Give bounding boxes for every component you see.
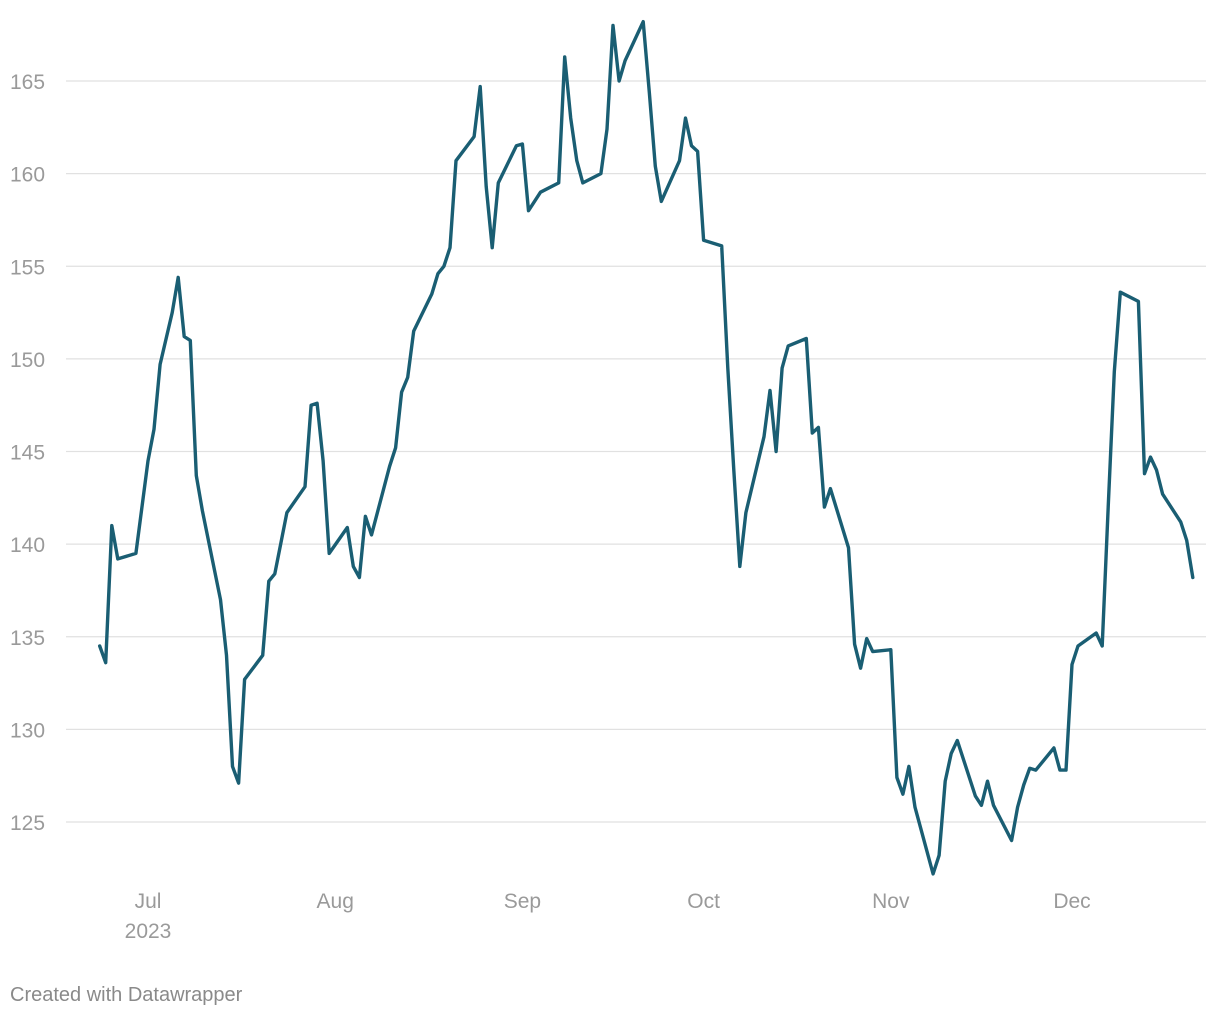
price-series-line [98, 20, 1195, 876]
y-tick-label-145: 145 [10, 442, 45, 465]
datawrapper-credit: Created with Datawrapper [10, 984, 243, 1006]
x-tick-year-label: 2023 [125, 920, 172, 943]
y-tick-label-125: 125 [10, 812, 45, 835]
y-gridlines [66, 80, 1206, 823]
y-tick-label-140: 140 [10, 534, 45, 557]
x-tick-label-oct: Oct [687, 890, 720, 913]
x-axis-tick-labels: Jul 2023 Aug Sep Oct Nov Dec [125, 890, 1091, 943]
y-tick-label-150: 150 [10, 349, 45, 372]
y-tick-label-165: 165 [10, 71, 45, 94]
y-axis-tick-labels: 125 130 135 140 145 150 155 160 165 [10, 71, 45, 835]
x-tick-label-dec: Dec [1053, 890, 1090, 913]
y-tick-label-155: 155 [10, 256, 45, 279]
x-tick-label-aug: Aug [317, 890, 354, 913]
y-tick-label-130: 130 [10, 719, 45, 742]
x-tick-label-jul: Jul [135, 890, 162, 913]
y-tick-label-135: 135 [10, 627, 45, 650]
y-tick-label-160: 160 [10, 164, 45, 187]
x-tick-label-sep: Sep [504, 890, 541, 913]
line-chart: 125 130 135 140 145 150 155 160 165 Jul 2023 Aug Se… [10, 20, 1206, 943]
x-tick-label-nov: Nov [872, 890, 910, 913]
